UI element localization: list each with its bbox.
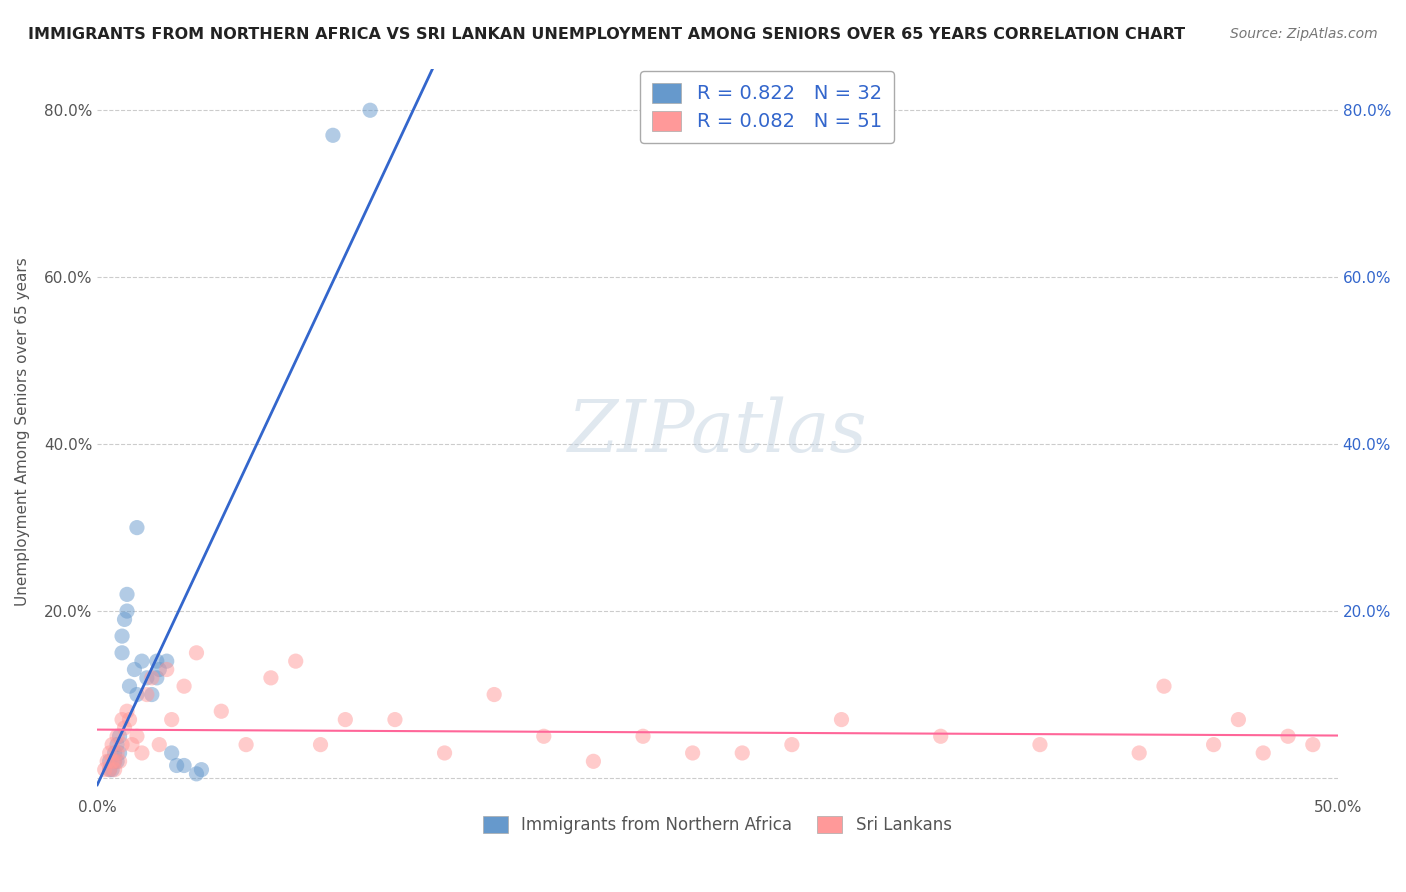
Point xyxy=(309,738,332,752)
Point xyxy=(780,738,803,752)
Point xyxy=(98,763,121,777)
Point xyxy=(105,746,128,760)
Point xyxy=(115,604,138,618)
Point xyxy=(173,679,195,693)
Point xyxy=(135,671,157,685)
Point xyxy=(105,729,128,743)
Point xyxy=(114,721,136,735)
Point xyxy=(111,646,134,660)
Point xyxy=(1227,713,1250,727)
Point xyxy=(682,746,704,760)
Point xyxy=(533,729,555,743)
Text: ZIPatlas: ZIPatlas xyxy=(568,396,868,467)
Text: IMMIGRANTS FROM NORTHERN AFRICA VS SRI LANKAN UNEMPLOYMENT AMONG SENIORS OVER 65: IMMIGRANTS FROM NORTHERN AFRICA VS SRI L… xyxy=(28,27,1185,42)
Point xyxy=(125,520,148,534)
Point xyxy=(433,746,456,760)
Point xyxy=(105,738,128,752)
Point xyxy=(118,713,141,727)
Y-axis label: Unemployment Among Seniors over 65 years: Unemployment Among Seniors over 65 years xyxy=(15,257,30,606)
Point xyxy=(322,128,344,143)
Point xyxy=(359,103,381,118)
Point xyxy=(124,663,146,677)
Point xyxy=(148,663,170,677)
Point xyxy=(108,746,131,760)
Legend: Immigrants from Northern Africa, Sri Lankans: Immigrants from Northern Africa, Sri Lan… xyxy=(472,806,962,845)
Point xyxy=(335,713,357,727)
Point xyxy=(929,729,952,743)
Point xyxy=(121,738,143,752)
Point xyxy=(131,654,153,668)
Point xyxy=(156,663,179,677)
Point xyxy=(105,754,128,768)
Point xyxy=(186,767,208,781)
Point xyxy=(1153,679,1175,693)
Point xyxy=(1302,738,1324,752)
Point xyxy=(111,713,134,727)
Point xyxy=(156,654,179,668)
Point xyxy=(125,688,148,702)
Point xyxy=(98,746,121,760)
Point xyxy=(111,738,134,752)
Point xyxy=(173,758,195,772)
Point xyxy=(141,671,163,685)
Point xyxy=(125,729,148,743)
Point xyxy=(1251,746,1274,760)
Point xyxy=(96,754,118,768)
Point xyxy=(104,754,127,768)
Point xyxy=(631,729,654,743)
Point xyxy=(98,754,121,768)
Point xyxy=(482,688,505,702)
Point xyxy=(1277,729,1299,743)
Point xyxy=(209,704,232,718)
Point xyxy=(104,763,127,777)
Point xyxy=(582,754,605,768)
Point xyxy=(108,729,131,743)
Point xyxy=(1128,746,1150,760)
Point xyxy=(166,758,188,772)
Point xyxy=(115,587,138,601)
Point xyxy=(118,679,141,693)
Point xyxy=(104,754,127,768)
Point xyxy=(1029,738,1052,752)
Point xyxy=(235,738,257,752)
Point xyxy=(384,713,406,727)
Point xyxy=(284,654,307,668)
Point xyxy=(115,704,138,718)
Point xyxy=(111,629,134,643)
Point xyxy=(114,612,136,626)
Point xyxy=(141,688,163,702)
Point xyxy=(101,738,124,752)
Point xyxy=(260,671,283,685)
Point xyxy=(186,646,208,660)
Point xyxy=(108,754,131,768)
Point xyxy=(1202,738,1225,752)
Point xyxy=(146,654,169,668)
Point xyxy=(160,713,183,727)
Point xyxy=(160,746,183,760)
Point xyxy=(101,754,124,768)
Point xyxy=(93,763,115,777)
Text: Source: ZipAtlas.com: Source: ZipAtlas.com xyxy=(1230,27,1378,41)
Point xyxy=(830,713,852,727)
Point xyxy=(131,746,153,760)
Point xyxy=(135,688,157,702)
Point xyxy=(190,763,212,777)
Point xyxy=(98,763,121,777)
Point xyxy=(101,763,124,777)
Point xyxy=(146,671,169,685)
Point xyxy=(104,746,127,760)
Point xyxy=(731,746,754,760)
Point xyxy=(148,738,170,752)
